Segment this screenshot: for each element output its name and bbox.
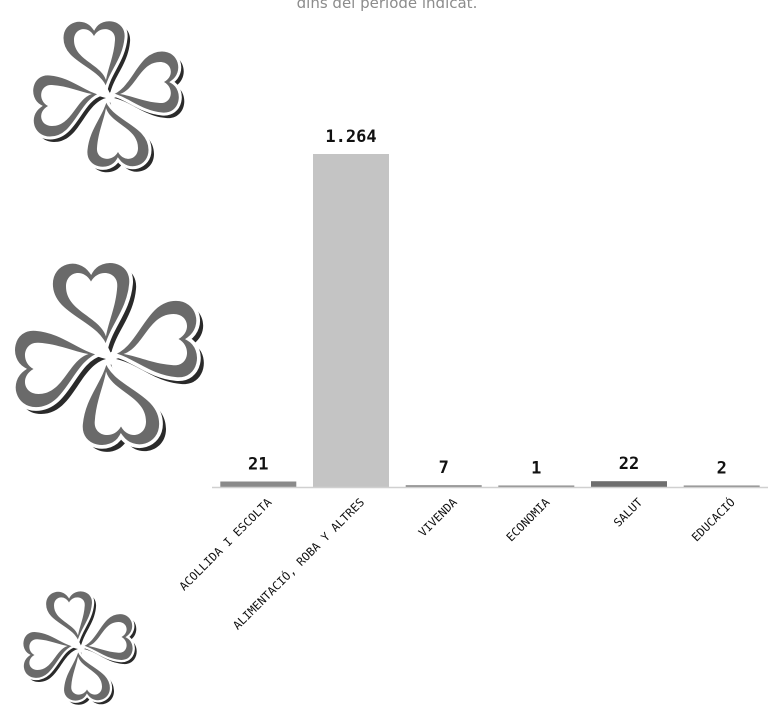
cross-of-hearts-icon [30,18,185,173]
data-label-0: 21 [248,455,268,475]
category-label-5: EDUCACIÓ [688,494,738,544]
data-label-1: 1.264 [325,127,376,147]
chart-subtitle: dins del període indicat. [296,0,478,12]
category-label-0: ACOLLIDA I ESCOLTA [176,495,274,593]
data-label-3: 1 [531,459,541,479]
data-label-2: 7 [439,458,449,478]
cross-of-hearts-icon [21,589,137,705]
bar-3 [498,485,575,487]
bar-4 [591,481,667,487]
data-label-5: 2 [717,459,727,479]
category-label-2: VIVENDA [416,495,460,539]
bar-1 [313,154,389,487]
bar-2 [405,485,482,487]
category-label-3: ECONOMIA [503,495,552,544]
data-label-4: 22 [619,454,639,474]
cross-of-hearts-icon [11,259,204,452]
bar-0 [220,481,297,487]
bar-5 [683,485,760,487]
category-label-4: SALUT [611,495,645,529]
